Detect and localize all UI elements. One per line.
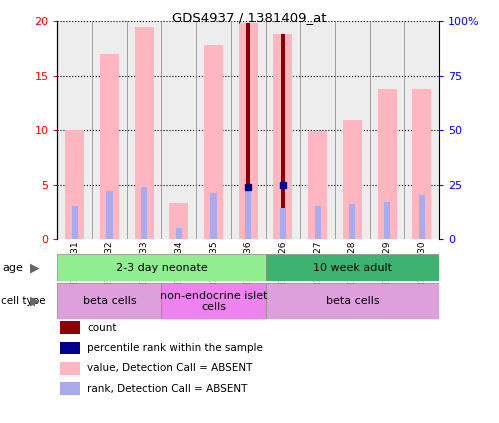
Bar (280, 209, 286, 239)
Bar (378, 89, 397, 239)
Bar (273, 34, 292, 239)
FancyBboxPatch shape (57, 254, 265, 281)
Bar (370, 21, 404, 239)
Text: GDS4937 / 1381409_at: GDS4937 / 1381409_at (172, 11, 327, 24)
FancyBboxPatch shape (162, 283, 265, 319)
Bar (308, 131, 327, 239)
Bar (135, 27, 154, 239)
Bar (162, 21, 196, 239)
Bar (72, 206, 78, 239)
Bar (265, 21, 300, 239)
Bar (176, 228, 182, 239)
Bar (57, 21, 92, 239)
Bar (106, 191, 113, 239)
Text: non-endocrine islet
cells: non-endocrine islet cells (160, 291, 267, 312)
Text: percentile rank within the sample: percentile rank within the sample (87, 343, 263, 353)
Bar (65, 130, 84, 239)
Text: value, Detection Call = ABSENT: value, Detection Call = ABSENT (87, 363, 252, 374)
Text: rank, Detection Call = ABSENT: rank, Detection Call = ABSENT (87, 384, 248, 394)
Bar (412, 89, 431, 239)
FancyBboxPatch shape (57, 283, 162, 319)
Bar (92, 21, 127, 239)
Bar (384, 202, 390, 239)
FancyBboxPatch shape (265, 254, 439, 281)
Bar (419, 195, 425, 239)
Bar (335, 21, 370, 239)
Text: ▶: ▶ (30, 295, 39, 308)
Bar (169, 203, 189, 239)
Bar (239, 23, 258, 239)
Text: 10 week adult: 10 week adult (313, 263, 392, 272)
Text: beta cells: beta cells (325, 297, 379, 306)
Text: cell type: cell type (1, 297, 45, 306)
Bar (141, 187, 147, 239)
Bar (204, 45, 223, 239)
Bar (127, 21, 162, 239)
Bar (196, 21, 231, 239)
Text: age: age (2, 263, 23, 272)
Bar (349, 204, 355, 239)
FancyBboxPatch shape (265, 283, 439, 319)
Bar (100, 54, 119, 239)
Bar (404, 21, 439, 239)
Bar (245, 189, 251, 239)
Bar (211, 193, 217, 239)
Bar (246, 23, 250, 239)
Bar (343, 120, 362, 239)
Bar (231, 21, 265, 239)
Bar (314, 206, 321, 239)
Text: beta cells: beta cells (83, 297, 136, 306)
Bar (281, 34, 285, 239)
Bar (300, 21, 335, 239)
Text: 2-3 day neonate: 2-3 day neonate (116, 263, 208, 272)
Text: ▶: ▶ (30, 261, 39, 274)
Text: count: count (87, 323, 117, 333)
